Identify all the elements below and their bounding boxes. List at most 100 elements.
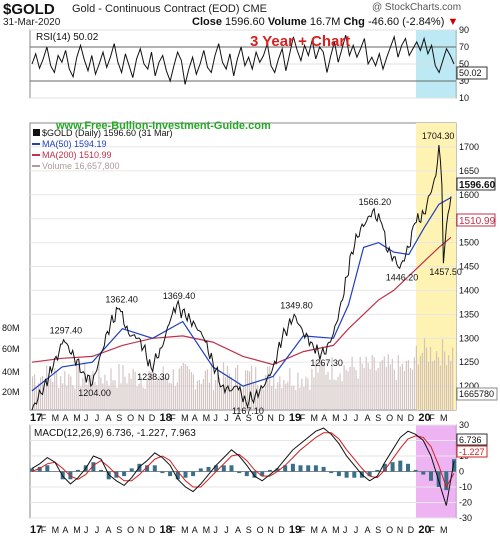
x-tick-label: O xyxy=(127,525,134,535)
close-label: Close xyxy=(192,16,222,28)
volume-bar xyxy=(50,378,52,410)
price-annotation: 1167.10 xyxy=(232,406,264,416)
legend-entry: MA(50) 1594.19 xyxy=(42,139,107,149)
price-tick-label: 1450 xyxy=(459,262,479,272)
volume-bar xyxy=(180,366,182,410)
macd-hist-bar xyxy=(244,471,249,477)
ma200-box xyxy=(456,213,496,227)
exchange: CME xyxy=(242,3,268,15)
volume-bar xyxy=(289,367,291,410)
volume-bar xyxy=(373,357,375,410)
macd-hist-bar xyxy=(444,471,449,491)
rsi-value-box xyxy=(456,66,488,80)
macd-hist-bar xyxy=(30,468,34,472)
volume-bar xyxy=(317,372,319,410)
volume-bar xyxy=(341,381,343,410)
volume-bar xyxy=(138,383,140,410)
x-tick-label: 20 xyxy=(418,412,430,424)
volume-bar xyxy=(405,361,407,410)
volume-bar xyxy=(98,362,100,410)
volume-bar xyxy=(226,365,229,410)
x-tick-label: M xyxy=(311,525,319,535)
volume-bar xyxy=(108,385,110,410)
volume-bar xyxy=(233,386,235,410)
macd-hist-bar xyxy=(452,459,456,472)
x-tick-label: F xyxy=(300,525,306,535)
price-annotation: 1457.50 xyxy=(429,267,462,277)
volume-bar xyxy=(78,362,80,410)
macd-hist-bar xyxy=(183,471,188,478)
volume-bar xyxy=(325,374,327,410)
volume-bar xyxy=(132,368,134,410)
volume-bar xyxy=(431,361,434,410)
volume-bar xyxy=(216,373,219,410)
rsi-tick-label: 50 xyxy=(459,59,469,69)
volume-bar xyxy=(136,386,138,410)
x-tick-label: S xyxy=(246,413,252,423)
volume-bar xyxy=(118,364,120,410)
volume-bar xyxy=(158,376,160,410)
volume-bar xyxy=(329,379,331,410)
volume-bar xyxy=(228,373,231,410)
volume-bar xyxy=(76,363,78,410)
volume-bar xyxy=(66,385,68,410)
x-tick-label: J xyxy=(224,413,229,423)
volume-bar xyxy=(313,377,315,410)
volume-bar xyxy=(407,360,409,410)
volume-bar xyxy=(319,356,321,410)
macd-hist-bar xyxy=(45,465,50,472)
volume-bar xyxy=(208,382,210,410)
macd-hist-bar xyxy=(229,465,234,472)
x-tick-label: F xyxy=(41,413,47,423)
volume-bar xyxy=(152,363,154,410)
price-panel: 1297.40 1204.00 1362.40 1238.30 1369.40 1167.… xyxy=(2,120,498,416)
volume-bar xyxy=(84,363,86,410)
price-tick-label: 1650 xyxy=(459,166,479,176)
price-annotation: 1349.80 xyxy=(280,300,313,310)
x-tick-label: J xyxy=(343,525,348,535)
x-tick-label: N xyxy=(397,525,404,535)
x-tick-label: O xyxy=(257,525,264,535)
volume-bar xyxy=(214,379,217,410)
volume-bars xyxy=(32,338,454,410)
macd-grid xyxy=(30,424,456,519)
macd-hist-bar xyxy=(344,471,349,478)
volume-bar xyxy=(355,370,357,410)
volume-bar xyxy=(425,347,428,410)
volume-bar xyxy=(285,383,287,410)
macd-tick-label: -30 xyxy=(459,513,472,523)
x-tick-label: D xyxy=(408,525,415,535)
volume-bar xyxy=(192,374,194,410)
macd-hist-bar xyxy=(382,463,387,472)
x-tick-label: A xyxy=(365,525,371,535)
volume-bar xyxy=(395,379,397,410)
macd-current-value: 6.736 xyxy=(459,435,482,445)
volume-bar xyxy=(387,354,389,410)
volume-bar xyxy=(102,383,104,410)
volume-bar xyxy=(331,357,333,410)
macd-legend: MACD(12,26,9) 6.736, -1.227, 7.963 xyxy=(34,428,196,439)
volume-bar xyxy=(212,389,215,410)
volume-bar xyxy=(68,374,70,410)
macd-hist-bar xyxy=(237,471,242,474)
volume-bar xyxy=(198,380,200,410)
macd-hist-bar xyxy=(76,469,80,472)
volume-bar xyxy=(419,355,421,410)
x-tick-label: F xyxy=(429,525,435,535)
volume-bar xyxy=(421,352,423,410)
symbol-description: Gold - Continuous Contract (EOD) CME xyxy=(72,3,267,15)
volume-bar xyxy=(251,365,253,410)
volume-bar xyxy=(110,368,112,410)
price-tick-label: 1700 xyxy=(459,142,479,152)
macd-tick-label: 0 xyxy=(459,467,464,477)
rsi-tick-label: 10 xyxy=(459,93,469,103)
macd-hist-bar xyxy=(252,471,257,478)
volume-bar xyxy=(450,360,452,410)
volume-bar xyxy=(435,351,438,410)
x-tick-label: J xyxy=(84,413,89,423)
x-tick-label: M xyxy=(440,525,448,535)
volume-bar xyxy=(301,378,303,410)
x-tick-label: 19 xyxy=(289,524,301,536)
volume-bar xyxy=(170,383,172,410)
volume-bar xyxy=(263,389,265,410)
